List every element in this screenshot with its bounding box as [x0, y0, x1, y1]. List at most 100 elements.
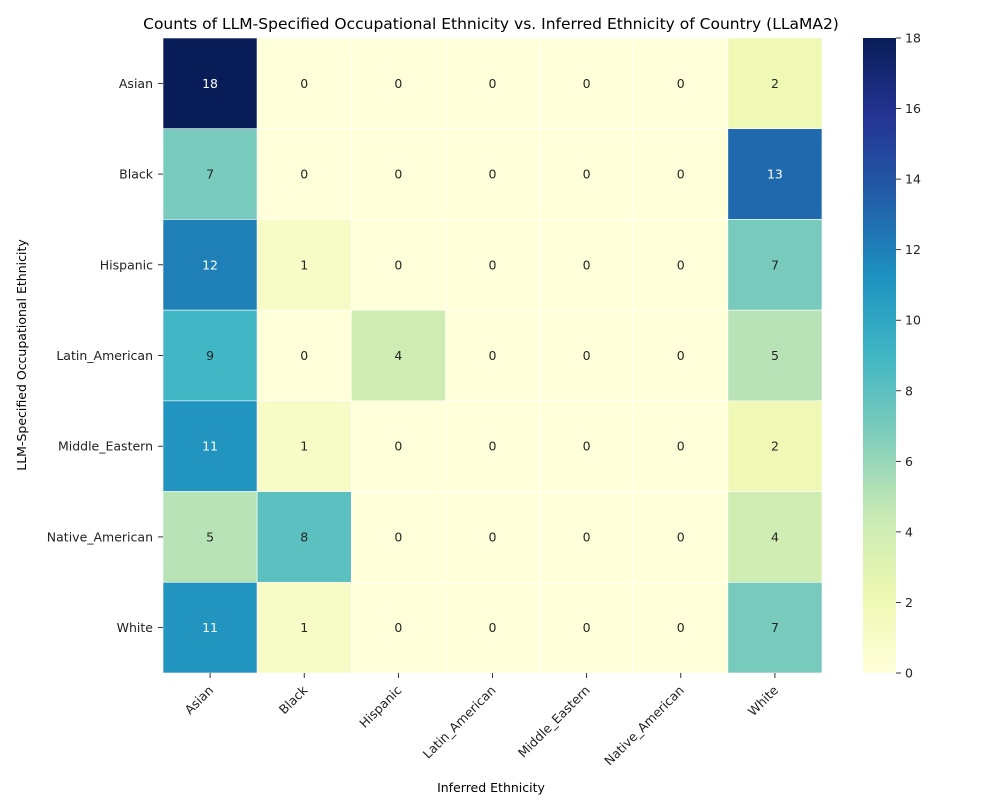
cell-value-label: 12 — [202, 257, 218, 272]
colorbar-tick-label: 18 — [905, 31, 921, 46]
heatmap-cell — [256, 37, 352, 130]
cell-value-label: 0 — [300, 167, 308, 182]
colorbar-tick-label: 6 — [905, 454, 913, 469]
heatmap-cell — [539, 491, 635, 583]
colorbar-tick-label: 2 — [905, 595, 913, 610]
cell-value-label: 0 — [300, 348, 308, 363]
y-tick-label: Black — [119, 167, 154, 182]
colorbar-tick-label: 16 — [905, 101, 921, 116]
heatmap-cell — [539, 37, 635, 130]
colorbar-tick-label: 14 — [905, 172, 921, 187]
cell-value-label: 18 — [202, 76, 218, 91]
cell-value-label: 0 — [489, 620, 497, 635]
cell-value-label: 2 — [771, 439, 779, 454]
heatmap-cell — [445, 37, 540, 130]
cell-value-label: 0 — [394, 529, 402, 544]
cell-value-label: 0 — [583, 529, 591, 544]
colorbar-tick-label: 4 — [905, 524, 913, 539]
heatmap-cell — [539, 581, 635, 674]
x-tick-label: Latin_American — [420, 683, 499, 762]
heatmap-cell — [256, 581, 352, 674]
cell-value-label: 7 — [771, 257, 779, 272]
heatmap-cell — [633, 219, 729, 311]
cell-value-label: 0 — [583, 439, 591, 454]
heatmap-cell — [727, 581, 823, 674]
y-tick-label: Latin_American — [56, 348, 153, 363]
cell-value-label: 0 — [489, 167, 497, 182]
cell-value-label: 2 — [771, 76, 779, 91]
cell-value-label: 0 — [489, 348, 497, 363]
heatmap-cell — [256, 491, 352, 583]
heatmap-cell — [727, 309, 823, 402]
cell-value-label: 9 — [206, 348, 214, 363]
cell-value-label: 0 — [489, 529, 497, 544]
cell-value-label: 1 — [300, 439, 308, 454]
colorbar-tick-label: 8 — [905, 383, 913, 398]
cell-value-label: 0 — [677, 620, 685, 635]
cell-value-label: 8 — [300, 529, 308, 544]
cell-value-label: 1 — [300, 620, 308, 635]
cell-value-label: 0 — [677, 348, 685, 363]
cell-value-label: 0 — [583, 620, 591, 635]
y-tick-label: Asian — [119, 76, 153, 91]
cell-value-label: 0 — [394, 257, 402, 272]
x-tick-label: Middle_Eastern — [515, 683, 593, 761]
cell-value-label: 0 — [677, 529, 685, 544]
cell-value-label: 0 — [583, 348, 591, 363]
heatmap-cell — [162, 400, 258, 492]
heatmap-cell — [727, 128, 823, 220]
heatmap-cell — [633, 128, 729, 220]
y-axis-label: LLM-Specified Occupational Ethnicity — [14, 239, 29, 471]
cell-value-label: 0 — [394, 76, 402, 91]
heatmap-cell — [350, 581, 446, 674]
cell-value-label: 7 — [771, 620, 779, 635]
heatmap-cell — [727, 491, 823, 583]
cell-value-label: 0 — [583, 167, 591, 182]
x-axis-label: Inferred Ethnicity — [437, 780, 545, 795]
cell-value-label: 0 — [489, 439, 497, 454]
heatmap-cell — [256, 219, 352, 311]
heatmap-cell — [256, 309, 352, 402]
y-axis-ticks: Asian Black Hispanic Latin_American Middle_E… — [47, 76, 163, 635]
cell-value-label: 0 — [394, 620, 402, 635]
heatmap-cell — [350, 491, 446, 583]
heatmap-cell — [633, 581, 729, 674]
cell-value-label: 11 — [202, 620, 218, 635]
colorbar — [863, 38, 896, 673]
heatmap-cell — [162, 37, 258, 130]
x-tick-label: Native_American — [601, 683, 687, 769]
cell-value-label: 4 — [394, 348, 402, 363]
heatmap-cell — [727, 400, 823, 492]
cell-value-label: 0 — [489, 257, 497, 272]
heatmap-cell — [445, 581, 540, 674]
cell-value-label: 0 — [583, 76, 591, 91]
cell-value-label: 0 — [677, 76, 685, 91]
colorbar-ticks: 0 2 4 6 8 10 12 14 16 18 — [896, 31, 921, 681]
cell-value-label: 0 — [394, 167, 402, 182]
heatmap-cell — [350, 400, 446, 492]
cell-value-label: 0 — [394, 439, 402, 454]
heatmap-cell — [539, 219, 635, 311]
heatmap-cell — [727, 37, 823, 130]
y-tick-label: Middle_Eastern — [58, 439, 153, 454]
heatmap-cell — [633, 400, 729, 492]
cell-value-label: 1 — [300, 257, 308, 272]
heatmap-cell — [633, 309, 729, 402]
heatmap-cell — [162, 309, 258, 402]
heatmap-cell — [539, 309, 635, 402]
colorbar-tick-label: 0 — [905, 666, 913, 681]
heatmap-cell — [350, 219, 446, 311]
heatmap-cell — [162, 581, 258, 674]
heatmap-cell — [350, 128, 446, 220]
heatmap-cell — [539, 128, 635, 220]
x-tick-label: Black — [276, 682, 311, 717]
colorbar-tick-label: 12 — [905, 242, 921, 257]
heatmap-cell — [445, 219, 540, 311]
cell-value-label: 0 — [677, 439, 685, 454]
cell-value-label: 0 — [489, 76, 497, 91]
cell-value-label: 7 — [206, 167, 214, 182]
y-tick-label: Native_American — [47, 529, 153, 544]
chart-title: Counts of LLM-Specified Occupational Eth… — [143, 15, 839, 33]
